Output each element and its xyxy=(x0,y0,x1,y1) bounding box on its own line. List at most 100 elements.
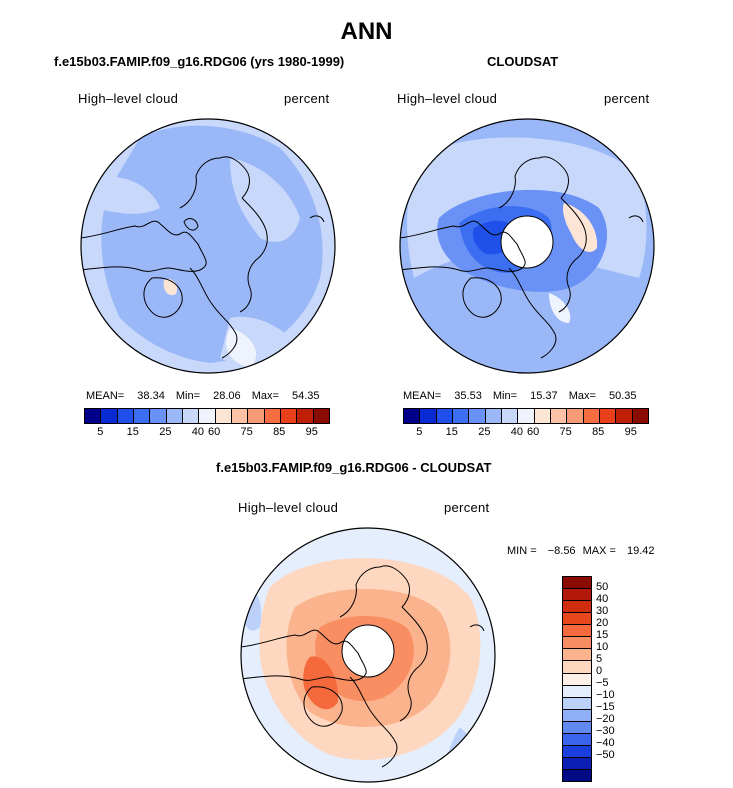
left-max-value: 54.35 xyxy=(291,390,320,402)
colorbar-swatch xyxy=(280,409,298,423)
diff-polar-map xyxy=(240,527,496,783)
right-min-label: Min= xyxy=(492,390,518,402)
colorbar-tick-label: 40 xyxy=(191,426,204,438)
colorbar-swatch xyxy=(563,589,591,602)
colorbar-level-label: 20 xyxy=(596,617,609,629)
colorbar-level-label: 5 xyxy=(596,653,603,665)
colorbar-swatch xyxy=(616,409,633,423)
colorbar-tick-label: 5 xyxy=(416,426,423,438)
colorbar-level-label: −15 xyxy=(596,701,615,713)
colorbar-level-label: 10 xyxy=(596,641,609,653)
diff-variable-label: High–level cloud xyxy=(238,500,339,515)
colorbar-swatch xyxy=(599,409,617,423)
diff-min-value: −8.56 xyxy=(547,545,576,557)
colorbar-tick-label: 60 xyxy=(208,426,221,438)
colorbar-swatch xyxy=(215,409,232,423)
colorbar-swatch xyxy=(563,637,591,650)
colorbar-level-label: −40 xyxy=(596,737,615,749)
right-mean-label: MEAN= xyxy=(403,390,442,402)
map-fill-region xyxy=(230,158,300,242)
right-colorbar xyxy=(403,408,649,424)
map-fill-region xyxy=(95,176,160,214)
colorbar-swatch xyxy=(563,721,591,734)
map-fill-region xyxy=(101,125,323,363)
map-fill-region xyxy=(549,293,571,323)
diff-colorbar xyxy=(562,576,592,782)
right-polar-map xyxy=(399,118,655,374)
colorbar-swatch xyxy=(563,757,591,770)
colorbar-swatch xyxy=(85,409,102,423)
left-colorbar-ticks: 5 15 25 40 60 75 85 95 xyxy=(84,426,328,440)
colorbar-swatch xyxy=(550,409,568,423)
colorbar-swatch xyxy=(518,409,535,423)
colorbar-level-label: −5 xyxy=(596,677,609,689)
colorbar-level-label: −30 xyxy=(596,725,615,737)
colorbar-level-label: 50 xyxy=(596,581,609,593)
colorbar-tick-label: 85 xyxy=(273,426,286,438)
colorbar-swatch xyxy=(452,409,470,423)
colorbar-swatch xyxy=(563,601,591,614)
left-polar-map xyxy=(80,118,336,374)
colorbar-level-label: 30 xyxy=(596,605,609,617)
coastline xyxy=(81,156,325,359)
left-panel-title: f.e15b03.FAMIP.f09_g16.RDG06 (yrs 1980-1… xyxy=(54,54,345,69)
colorbar-swatch xyxy=(231,409,249,423)
diff-min-label: MIN = xyxy=(507,545,537,557)
colorbar-swatch xyxy=(420,409,437,423)
figure-title: ANN xyxy=(340,18,393,45)
colorbar-swatch xyxy=(436,409,453,423)
left-min-value: 28.06 xyxy=(213,390,241,402)
map-fill-region xyxy=(303,656,339,710)
left-max-label: Max= xyxy=(251,390,279,402)
colorbar-swatch xyxy=(150,409,167,423)
colorbar-tick-label: 75 xyxy=(559,426,572,438)
colorbar-level-label: 0 xyxy=(596,665,603,677)
colorbar-level-label: −20 xyxy=(596,713,615,725)
colorbar-swatch xyxy=(117,409,134,423)
colorbar-swatch xyxy=(563,745,591,758)
colorbar-swatch xyxy=(563,649,591,662)
left-colorbar xyxy=(84,408,330,424)
right-colorbar-ticks: 5 15 25 40 60 75 85 95 xyxy=(403,426,647,440)
colorbar-swatch xyxy=(563,577,591,590)
colorbar-tick-label: 60 xyxy=(527,426,540,438)
diff-stats: MIN = −8.56 MAX = 19.42 xyxy=(507,545,655,557)
colorbar-tick-label: 40 xyxy=(510,426,523,438)
colorbar-tick-label: 25 xyxy=(159,426,172,438)
left-mean-value: 38.34 xyxy=(137,390,165,402)
right-mean-value: 35.53 xyxy=(454,390,482,402)
colorbar-swatch xyxy=(264,409,281,423)
right-min-value: 15.37 xyxy=(530,390,558,402)
colorbar-swatch xyxy=(563,673,591,686)
colorbar-swatch xyxy=(534,409,551,423)
colorbar-level-label: 15 xyxy=(596,629,609,641)
left-variable-label: High–level cloud xyxy=(78,91,179,106)
colorbar-swatch xyxy=(404,409,421,423)
colorbar-tick-label: 5 xyxy=(97,426,104,438)
colorbar-swatch xyxy=(297,409,314,423)
colorbar-tick-label: 75 xyxy=(240,426,253,438)
colorbar-swatch xyxy=(182,409,200,423)
colorbar-tick-label: 85 xyxy=(592,426,605,438)
right-panel-title: CLOUDSAT xyxy=(487,54,559,69)
colorbar-tick-label: 15 xyxy=(126,426,139,438)
colorbar-swatch xyxy=(133,409,151,423)
colorbar-swatch xyxy=(567,409,584,423)
right-stats: MEAN= 35.53 Min= 15.37 Max= 50.35 xyxy=(403,390,637,402)
colorbar-swatch xyxy=(485,409,502,423)
map-fill-region xyxy=(226,328,257,368)
colorbar-level-label: −10 xyxy=(596,689,615,701)
colorbar-swatch xyxy=(563,697,591,710)
colorbar-swatch xyxy=(563,661,591,674)
right-variable-label: High–level cloud xyxy=(397,91,498,106)
colorbar-level-label: −50 xyxy=(596,749,615,761)
right-max-value: 50.35 xyxy=(608,390,637,402)
colorbar-tick-label: 95 xyxy=(624,426,637,438)
colorbar-level-label: 40 xyxy=(596,593,609,605)
coastline xyxy=(241,565,485,768)
right-units-label: percent xyxy=(604,91,650,106)
no-data-region xyxy=(342,625,394,677)
colorbar-swatch xyxy=(199,409,216,423)
colorbar-tick-label: 15 xyxy=(445,426,458,438)
colorbar-swatch xyxy=(563,709,591,722)
